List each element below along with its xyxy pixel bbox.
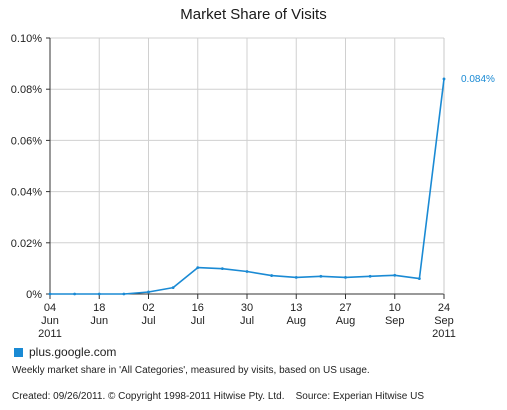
x-tick-label: 13 Aug — [286, 302, 306, 327]
x-tick-label: 10 Sep — [385, 302, 405, 327]
data-point — [73, 292, 77, 296]
data-point — [97, 292, 101, 296]
x-tick-label: 02 Jul — [141, 302, 155, 327]
data-point — [220, 267, 224, 271]
data-point — [122, 292, 126, 296]
credits: Created: 09/26/2011. © Copyright 1998-20… — [12, 391, 425, 402]
y-tick-label: 0.02% — [11, 238, 42, 250]
x-tick-label: 30 Jul — [240, 302, 254, 327]
chart-title: Market Share of Visits — [180, 6, 327, 23]
data-point — [171, 286, 175, 289]
legend: plus.google.com — [14, 345, 116, 359]
y-tick-label: 0% — [26, 289, 42, 301]
footnote: Weekly market share in 'All Categories',… — [12, 365, 370, 376]
series-layer: 0.084% — [48, 74, 495, 296]
x-tick-label: 16 Jul — [191, 302, 205, 327]
data-point — [368, 274, 372, 278]
end-value-label: 0.084% — [461, 74, 495, 85]
grid — [49, 37, 445, 294]
data-point — [319, 274, 323, 278]
data-point — [196, 266, 200, 270]
line-chart: 0% 0.02% 0.04% 0.06% 0.08% 0.10% 04 Jun 2011 18 J… — [11, 33, 495, 340]
legend-swatch — [14, 347, 23, 357]
y-axis-ticks: 0% 0.02% 0.04% 0.06% 0.08% 0.10% — [11, 33, 50, 301]
y-tick-label: 0.10% — [11, 33, 42, 45]
legend-label: plus.google.com — [29, 345, 117, 359]
data-point — [344, 275, 347, 279]
data-point — [147, 290, 150, 294]
x-axis-ticks: 04 Jun 2011 18 Jun 02 Jul 16 Jul 30 Jul 13 Aug 27 Aug 1… — [38, 294, 456, 340]
data-point — [442, 77, 446, 81]
x-tick-label: 27 Aug — [336, 302, 356, 327]
x-tick-label: 04 Jun 2011 — [38, 302, 62, 340]
data-point — [417, 277, 421, 281]
data-point — [48, 292, 52, 296]
data-point — [270, 274, 274, 277]
x-tick-label: 24 Sep 2011 — [432, 302, 456, 340]
data-point — [294, 275, 298, 279]
x-tick-label: 18 Jun — [90, 302, 108, 327]
data-point — [245, 270, 249, 273]
data-point — [393, 273, 397, 277]
y-tick-label: 0.08% — [11, 84, 42, 96]
y-tick-label: 0.06% — [11, 135, 42, 147]
y-tick-label: 0.04% — [11, 187, 42, 199]
